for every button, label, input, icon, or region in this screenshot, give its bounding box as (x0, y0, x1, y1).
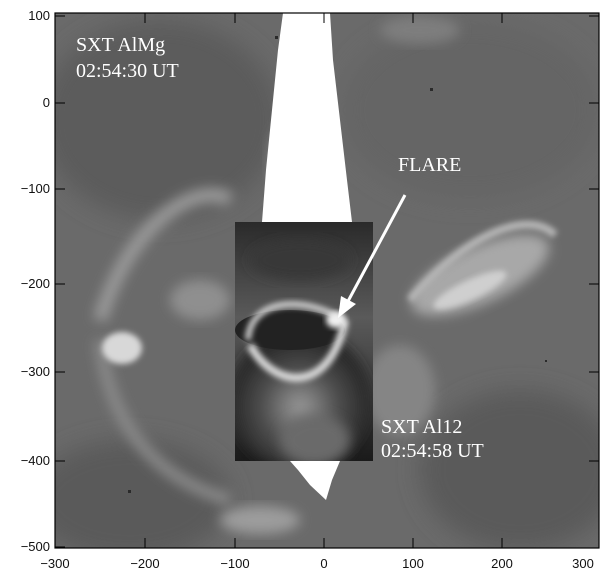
x-tick-label: −200 (130, 556, 160, 571)
main-time-label: 02:54:30 UT (76, 60, 179, 82)
x-tick-label: 300 (572, 556, 594, 571)
x-tick-label: −300 (40, 556, 70, 571)
y-tick-label: −300 (20, 364, 50, 379)
plot-frame (54, 12, 600, 549)
inset-time-label: 02:54:58 UT (381, 440, 484, 462)
x-axis-ticks (54, 13, 503, 548)
y-tick-label: 100 (28, 8, 50, 23)
main-filter-label: SXT AlMg (76, 34, 166, 56)
x-tick-label: 200 (491, 556, 513, 571)
y-axis-ticks (55, 15, 599, 548)
y-tick-label: 0 (42, 95, 50, 110)
x-tick-label: −100 (220, 556, 250, 571)
x-tick-label: 100 (402, 556, 424, 571)
x-tick-label: 0 (320, 556, 328, 571)
y-tick-label: −200 (20, 276, 50, 291)
flare-arrowhead (338, 296, 356, 318)
saturation-region (262, 13, 352, 222)
flare-arrow (344, 194, 407, 306)
flare-label: FLARE (398, 154, 462, 176)
inset-image (235, 222, 373, 461)
y-tick-label: −100 (20, 181, 50, 196)
y-tick-label: −400 (20, 453, 50, 468)
inset-filter-label: SXT Al12 (381, 416, 463, 438)
y-tick-label: −500 (20, 539, 50, 554)
